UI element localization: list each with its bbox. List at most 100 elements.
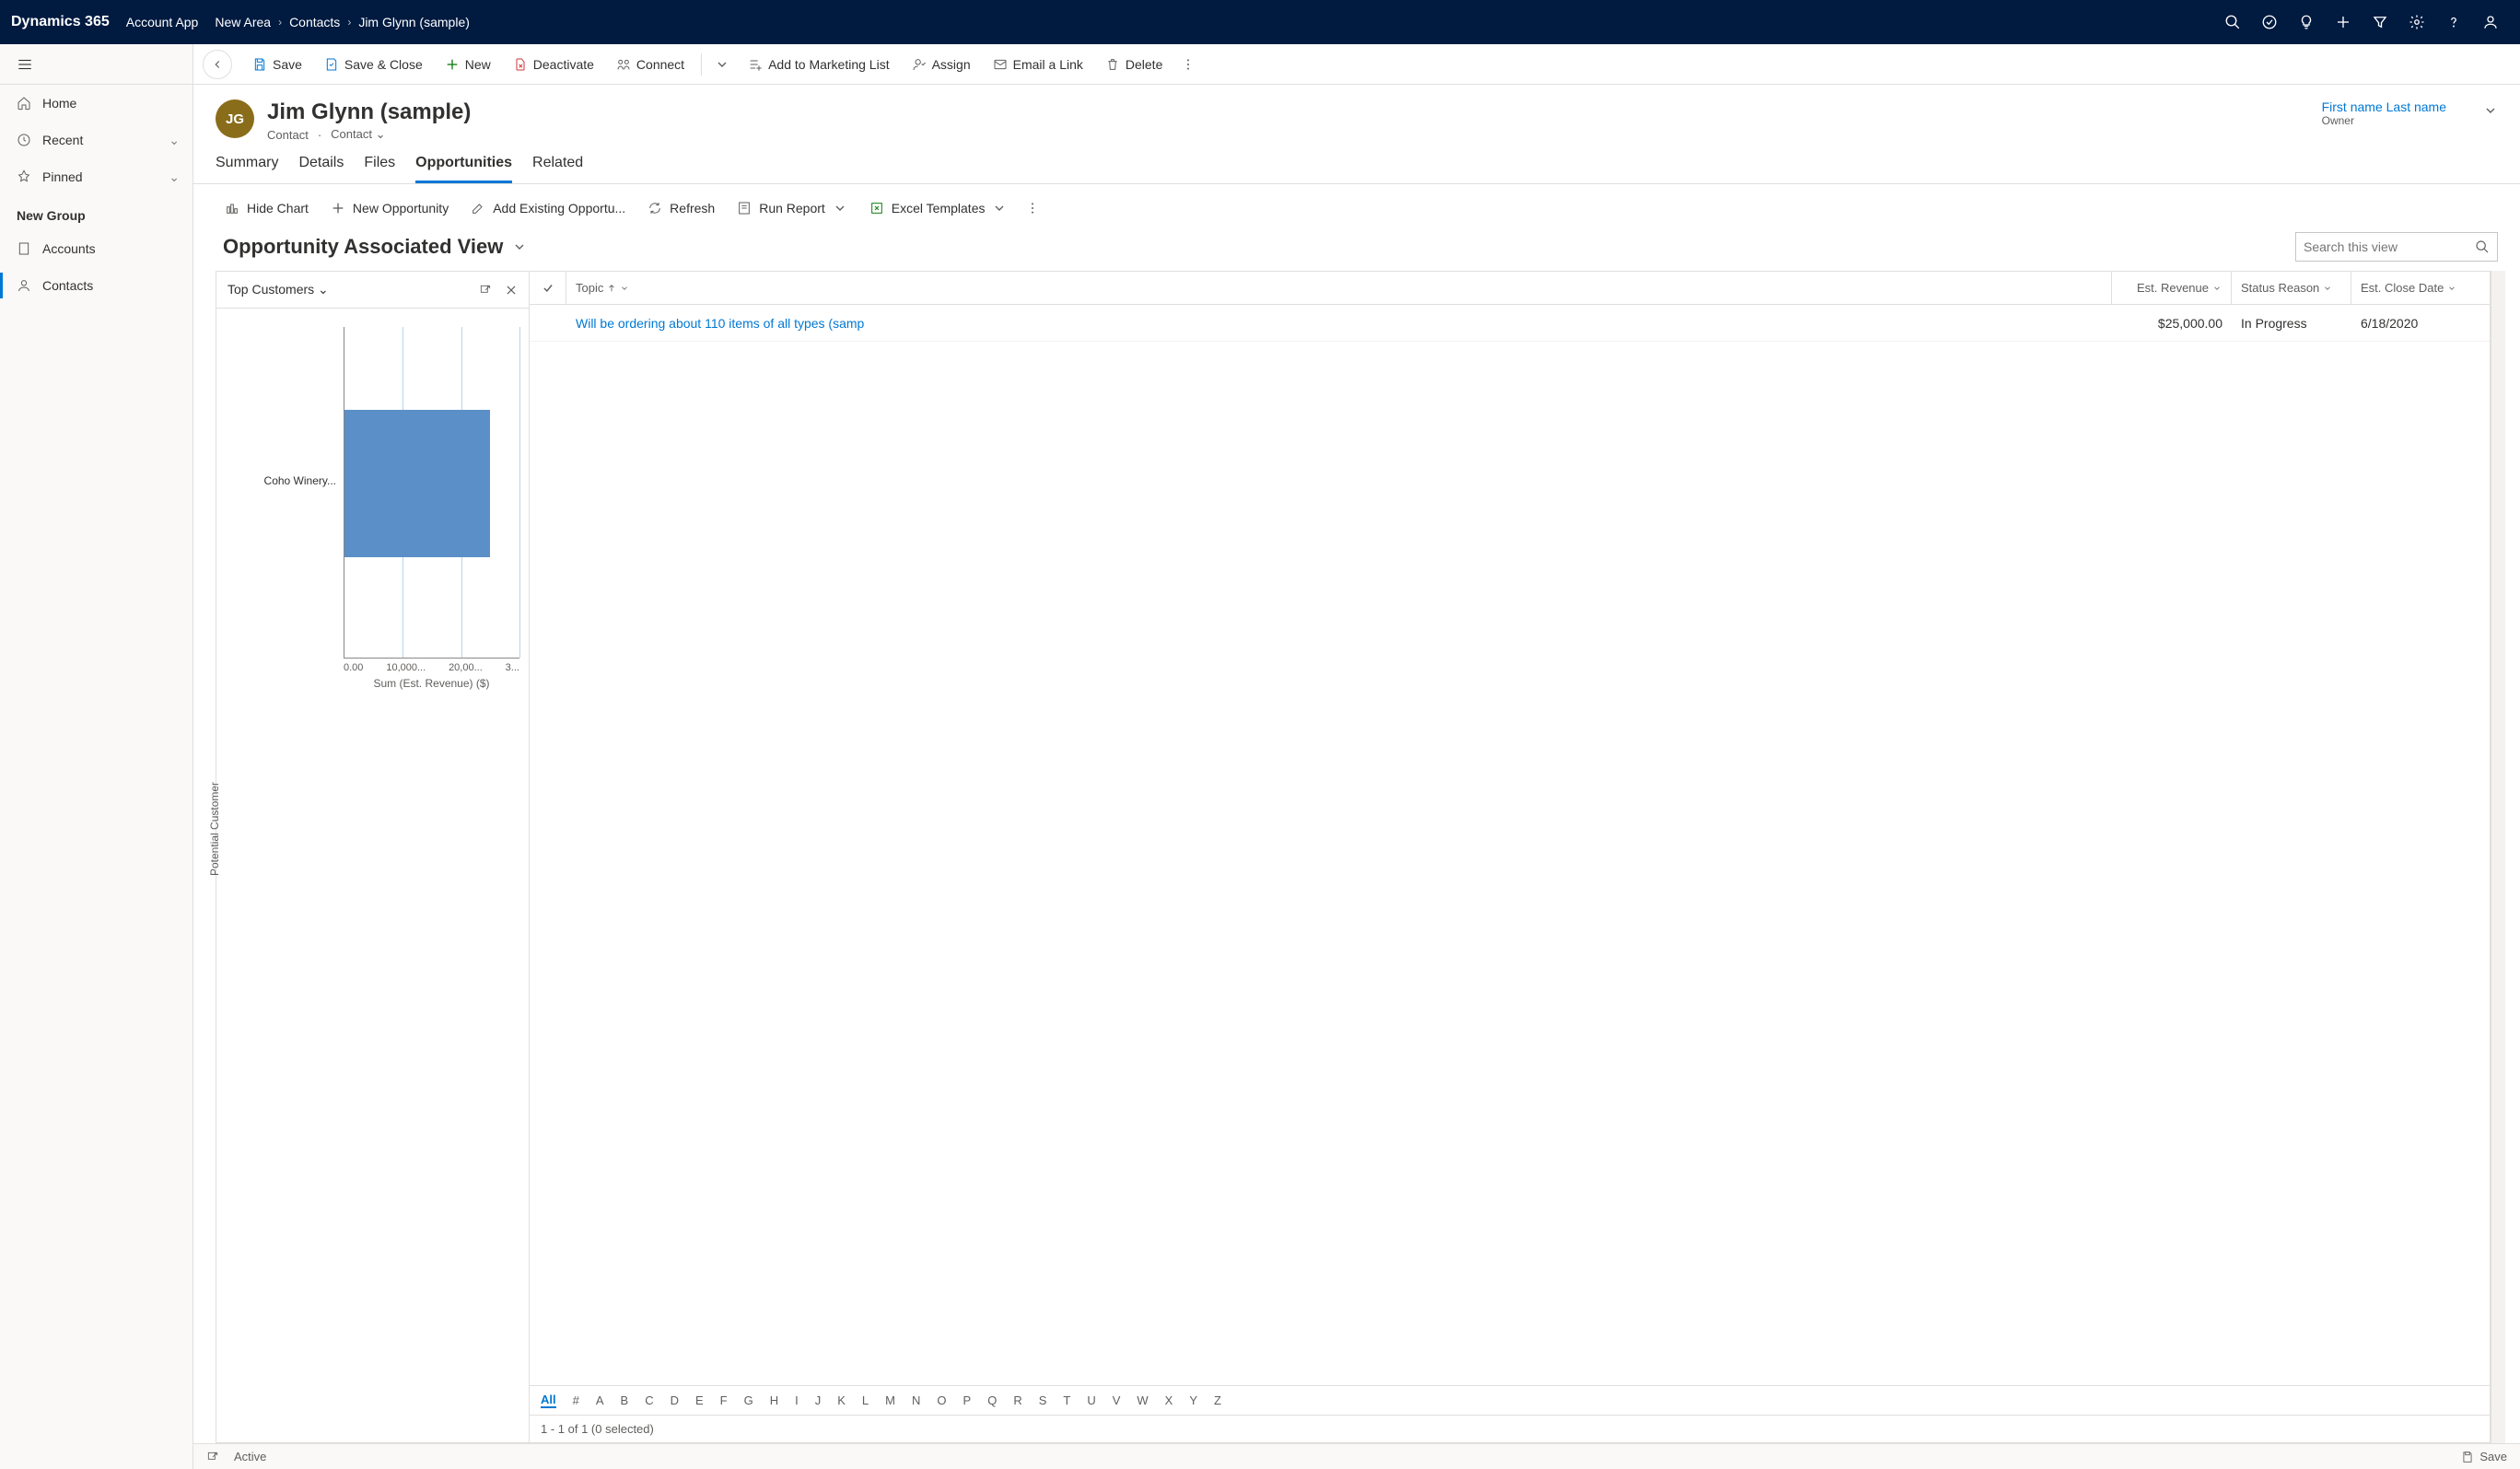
- cmd-label: Add to Marketing List: [768, 57, 890, 72]
- footer-save-button[interactable]: Save: [2461, 1450, 2507, 1463]
- alpha-letter[interactable]: X: [1165, 1393, 1173, 1407]
- view-title[interactable]: Opportunity Associated View: [223, 235, 503, 259]
- refresh-icon: [648, 201, 662, 216]
- form-selector[interactable]: Contact ⌄: [331, 127, 385, 142]
- alpha-letter[interactable]: A: [596, 1393, 604, 1407]
- column-header-revenue[interactable]: Est. Revenue: [2112, 272, 2232, 304]
- overflow-button[interactable]: [1175, 50, 1201, 79]
- help-icon[interactable]: [2435, 0, 2472, 44]
- tab-files[interactable]: Files: [364, 155, 395, 183]
- alpha-letter[interactable]: F: [720, 1393, 728, 1407]
- chart-category-label: Coho Winery...: [251, 474, 336, 487]
- alpha-letter[interactable]: V: [1113, 1393, 1121, 1407]
- alpha-letter[interactable]: N: [912, 1393, 920, 1407]
- add-existing-button[interactable]: Add Existing Opportu...: [461, 193, 635, 223]
- nav-recent[interactable]: Recent ⌄: [0, 122, 192, 158]
- alpha-hash[interactable]: #: [573, 1393, 579, 1407]
- tab-details[interactable]: Details: [298, 155, 344, 183]
- alpha-letter[interactable]: L: [862, 1393, 869, 1407]
- hamburger-button[interactable]: [0, 44, 192, 85]
- nav-home[interactable]: Home: [0, 85, 192, 122]
- tab-opportunities[interactable]: Opportunities: [415, 155, 512, 183]
- expand-header-button[interactable]: [2483, 99, 2498, 118]
- alpha-letter[interactable]: M: [885, 1393, 895, 1407]
- column-header-close-date[interactable]: Est. Close Date: [2351, 272, 2490, 304]
- tab-summary[interactable]: Summary: [216, 155, 278, 183]
- expand-chart-button[interactable]: [479, 284, 492, 297]
- alpha-letter[interactable]: Z: [1214, 1393, 1221, 1407]
- assign-button[interactable]: Assign: [903, 50, 980, 79]
- alpha-letter[interactable]: T: [1063, 1393, 1070, 1407]
- chart-title[interactable]: Top Customers ⌄: [228, 282, 329, 297]
- alpha-letter[interactable]: I: [795, 1393, 799, 1407]
- person-icon[interactable]: [2472, 0, 2509, 44]
- new-opportunity-button[interactable]: New Opportunity: [321, 193, 458, 223]
- search-input[interactable]: [2304, 239, 2475, 254]
- task-icon[interactable]: [2251, 0, 2288, 44]
- save-close-button[interactable]: Save & Close: [315, 50, 432, 79]
- alpha-letter[interactable]: C: [645, 1393, 653, 1407]
- grid-row[interactable]: Will be ordering about 110 items of all …: [530, 305, 2490, 342]
- run-report-button[interactable]: Run Report: [728, 193, 857, 223]
- alpha-letter[interactable]: D: [671, 1393, 679, 1407]
- alpha-letter[interactable]: W: [1137, 1393, 1148, 1407]
- excel-templates-button[interactable]: Excel Templates: [860, 193, 1017, 223]
- search-icon[interactable]: [2214, 0, 2251, 44]
- save-icon: [252, 57, 267, 72]
- alpha-letter[interactable]: Y: [1189, 1393, 1197, 1407]
- select-all-checkbox[interactable]: [530, 272, 566, 304]
- close-chart-button[interactable]: [505, 284, 518, 297]
- alpha-letter[interactable]: K: [837, 1393, 846, 1407]
- breadcrumb-item[interactable]: Contacts: [289, 15, 340, 29]
- nav-contacts[interactable]: Contacts: [0, 267, 192, 304]
- back-button[interactable]: [203, 50, 232, 79]
- chevron-down-icon[interactable]: [512, 239, 527, 254]
- alpha-letter[interactable]: E: [695, 1393, 704, 1407]
- alpha-letter[interactable]: S: [1039, 1393, 1047, 1407]
- connect-button[interactable]: Connect: [607, 50, 694, 79]
- column-header-topic[interactable]: Topic: [566, 272, 2112, 304]
- connect-dropdown[interactable]: [709, 50, 735, 79]
- alpha-letter[interactable]: J: [815, 1393, 822, 1407]
- alpha-letter[interactable]: B: [621, 1393, 629, 1407]
- site-map: Home Recent ⌄ Pinned ⌄ New Group Account…: [0, 44, 193, 1469]
- alpha-all[interactable]: All: [541, 1393, 556, 1408]
- vertical-scrollbar[interactable]: [2491, 271, 2505, 1443]
- subgrid-overflow-button[interactable]: [1020, 193, 1045, 223]
- filter-icon[interactable]: [2362, 0, 2398, 44]
- alpha-letter[interactable]: P: [963, 1393, 972, 1407]
- save-button[interactable]: Save: [243, 50, 311, 79]
- chart-bar[interactable]: [344, 410, 490, 557]
- alpha-letter[interactable]: U: [1087, 1393, 1095, 1407]
- nav-accounts[interactable]: Accounts: [0, 230, 192, 267]
- more-vertical-icon: [1181, 57, 1196, 72]
- deactivate-button[interactable]: Deactivate: [504, 50, 603, 79]
- lightbulb-icon[interactable]: [2288, 0, 2325, 44]
- list-add-icon: [748, 57, 763, 72]
- alpha-letter[interactable]: G: [744, 1393, 753, 1407]
- alpha-letter[interactable]: H: [770, 1393, 778, 1407]
- view-search[interactable]: [2295, 232, 2498, 262]
- owner-field[interactable]: First name Last name Owner: [2322, 99, 2483, 127]
- command-bar: Save Save & Close New Deactivate Connect: [193, 44, 2520, 85]
- hide-chart-button[interactable]: Hide Chart: [216, 193, 318, 223]
- nav-pinned[interactable]: Pinned ⌄: [0, 158, 192, 195]
- alpha-letter[interactable]: R: [1013, 1393, 1021, 1407]
- plus-icon[interactable]: [2325, 0, 2362, 44]
- popout-icon[interactable]: [206, 1451, 219, 1463]
- email-link-button[interactable]: Email a Link: [984, 50, 1092, 79]
- cell-topic[interactable]: Will be ordering about 110 items of all …: [566, 316, 2112, 331]
- breadcrumb-item[interactable]: New Area: [215, 15, 271, 29]
- column-header-status[interactable]: Status Reason: [2232, 272, 2351, 304]
- gear-icon[interactable]: [2398, 0, 2435, 44]
- add-marketing-button[interactable]: Add to Marketing List: [739, 50, 899, 79]
- alpha-letter[interactable]: O: [937, 1393, 946, 1407]
- tab-related[interactable]: Related: [532, 155, 583, 183]
- app-name-label[interactable]: Account App: [126, 15, 199, 29]
- alpha-letter[interactable]: Q: [987, 1393, 997, 1407]
- excel-icon: [869, 201, 884, 216]
- delete-button[interactable]: Delete: [1096, 50, 1172, 79]
- breadcrumb-item[interactable]: Jim Glynn (sample): [358, 15, 470, 29]
- refresh-button[interactable]: Refresh: [638, 193, 724, 223]
- new-button[interactable]: New: [436, 50, 500, 79]
